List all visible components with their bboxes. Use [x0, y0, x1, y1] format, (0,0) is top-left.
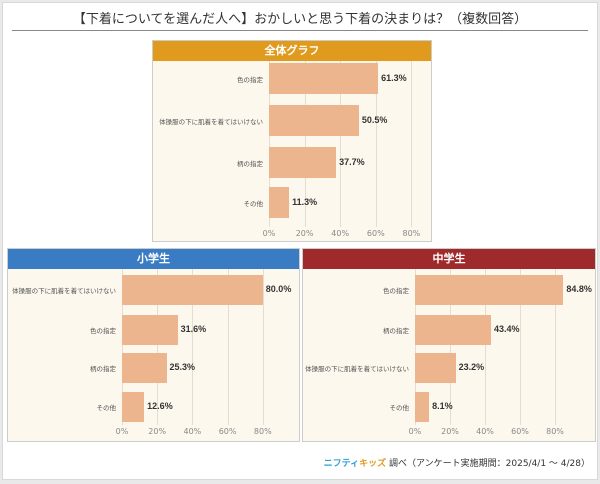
- category-label: 体操服の下に肌着を着てはいけない: [159, 117, 263, 126]
- overall-chart-panel: 全体グラフ 0% 20% 40% 60% 80% 色の指定 61.3% 体操服の下に肌着を着て…: [152, 40, 432, 242]
- divider: [12, 30, 588, 31]
- junior-chart-panel: 中学生 0% 20% 40% 60% 80% 色の指定 84.8% 柄の指定 43.4% 体操服の…: [302, 248, 596, 442]
- bar: [269, 147, 337, 178]
- logo: ニフティ: [323, 459, 360, 469]
- category-label: 体操服の下に肌着を着てはいけない: [12, 287, 116, 295]
- category-label: その他: [243, 199, 264, 208]
- x-tick-label: 60%: [366, 229, 385, 238]
- bar: [122, 275, 263, 305]
- category-label: 柄の指定: [383, 327, 409, 335]
- x-tick-label: 60%: [218, 427, 237, 436]
- x-tick-label: 60%: [511, 427, 529, 436]
- x-tick-label: 20%: [441, 427, 459, 436]
- data-label: 23.2%: [458, 362, 485, 372]
- x-tick-label: 0%: [262, 229, 276, 238]
- data-label: 50.5%: [361, 114, 388, 125]
- data-label: 80.0%: [265, 284, 292, 294]
- panel-header: 中学生: [303, 249, 595, 269]
- data-label: 61.3%: [381, 72, 407, 83]
- data-label: 31.6%: [180, 324, 207, 334]
- bar: [415, 353, 456, 383]
- gridline: [555, 269, 556, 425]
- x-tick-label: 0%: [408, 427, 422, 436]
- elementary-chart-panel: 小学生 0% 20% 40% 60% 80% 体操服の下に肌着を着てはいけない 80.0% 色…: [7, 248, 300, 442]
- gridline: [485, 269, 486, 425]
- x-tick-label: 20%: [148, 427, 167, 436]
- x-tick-label: 40%: [476, 427, 494, 436]
- data-label: 11.3%: [292, 196, 318, 207]
- bar: [269, 187, 290, 218]
- gridline: [304, 61, 306, 227]
- gridline: [520, 269, 521, 425]
- panel-header: 小学生: [8, 249, 299, 269]
- x-tick-label: 40%: [183, 427, 202, 436]
- category-label: 色の指定: [383, 287, 409, 295]
- data-label: 37.7%: [339, 156, 365, 167]
- footer: ニフティキッズ 調べ（アンケート実施期間：2025/4/1 ～ 4/28）: [324, 456, 590, 469]
- data-label: 12.6%: [147, 401, 173, 411]
- bar: [122, 353, 167, 383]
- data-label: 25.3%: [169, 362, 196, 372]
- data-label: 8.1%: [432, 401, 453, 411]
- gridline: [415, 269, 416, 425]
- gridline: [227, 269, 229, 425]
- category-label: 柄の指定: [237, 159, 263, 168]
- category-label: その他: [96, 404, 117, 412]
- gridline: [450, 269, 451, 425]
- bar: [415, 275, 564, 305]
- gridline: [192, 269, 194, 425]
- gridline: [375, 61, 377, 227]
- category-label: 色の指定: [90, 327, 116, 335]
- logo: キッズ: [359, 459, 387, 469]
- source-note: 調べ（アンケート実施期間：2025/4/1 ～ 4/28）: [389, 459, 590, 469]
- bar: [269, 63, 379, 94]
- bar: [122, 315, 178, 345]
- x-tick-label: 80%: [253, 427, 272, 436]
- x-tick-label: 80%: [546, 427, 564, 436]
- x-tick-label: 80%: [402, 229, 421, 238]
- gridline: [340, 61, 342, 227]
- bar: [122, 392, 145, 422]
- category-label: 色の指定: [237, 75, 263, 84]
- gridline: [411, 61, 413, 227]
- category-label: その他: [389, 404, 410, 412]
- x-tick-label: 0%: [115, 427, 129, 436]
- category-label: 柄の指定: [90, 365, 116, 373]
- bar: [269, 105, 359, 136]
- page-title: 【下着についてを選んだ人へ】おかしいと思う下着の決まりは？（複数回答）: [72, 12, 528, 27]
- x-tick-label: 20%: [295, 229, 314, 238]
- panel-header: 全体グラフ: [153, 41, 431, 61]
- category-label: 体操服の下に肌着を着てはいけない: [305, 365, 409, 373]
- gridline: [122, 269, 123, 425]
- gridline: [157, 269, 159, 425]
- gridline: [262, 269, 264, 425]
- gridline: [269, 61, 270, 227]
- data-label: 43.4%: [493, 324, 520, 334]
- x-tick-label: 40%: [331, 229, 350, 238]
- data-label: 84.8%: [566, 284, 592, 294]
- bar: [415, 392, 430, 422]
- bar: [415, 315, 491, 345]
